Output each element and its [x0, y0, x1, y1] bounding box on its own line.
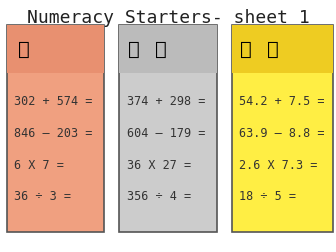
Text: 🤔: 🤔	[128, 40, 139, 59]
Text: 🤔: 🤔	[240, 40, 252, 59]
FancyBboxPatch shape	[119, 25, 217, 232]
Text: 36 X 27 =: 36 X 27 =	[127, 159, 191, 172]
Text: 🤔: 🤔	[155, 40, 166, 59]
Text: 63.9 – 8.8 =: 63.9 – 8.8 =	[239, 127, 325, 140]
Text: 302 + 574 =: 302 + 574 =	[14, 95, 92, 108]
FancyBboxPatch shape	[7, 25, 104, 73]
Text: 2.6 X 7.3 =: 2.6 X 7.3 =	[239, 159, 318, 172]
Text: 846 – 203 =: 846 – 203 =	[14, 127, 92, 140]
Text: 18 ÷ 5 =: 18 ÷ 5 =	[239, 191, 296, 203]
Text: 54.2 + 7.5 =: 54.2 + 7.5 =	[239, 95, 325, 108]
Text: 🤔: 🤔	[18, 40, 30, 59]
Text: 374 + 298 =: 374 + 298 =	[127, 95, 205, 108]
Text: Numeracy Starters- sheet 1: Numeracy Starters- sheet 1	[27, 9, 309, 27]
Text: 604 – 179 =: 604 – 179 =	[127, 127, 205, 140]
FancyBboxPatch shape	[232, 25, 333, 73]
FancyBboxPatch shape	[232, 25, 333, 232]
FancyBboxPatch shape	[7, 25, 104, 232]
FancyBboxPatch shape	[119, 25, 217, 73]
Text: 🤔: 🤔	[267, 40, 279, 59]
Text: 36 ÷ 3 =: 36 ÷ 3 =	[14, 191, 71, 203]
Text: 6 X 7 =: 6 X 7 =	[14, 159, 64, 172]
Text: 356 ÷ 4 =: 356 ÷ 4 =	[127, 191, 191, 203]
